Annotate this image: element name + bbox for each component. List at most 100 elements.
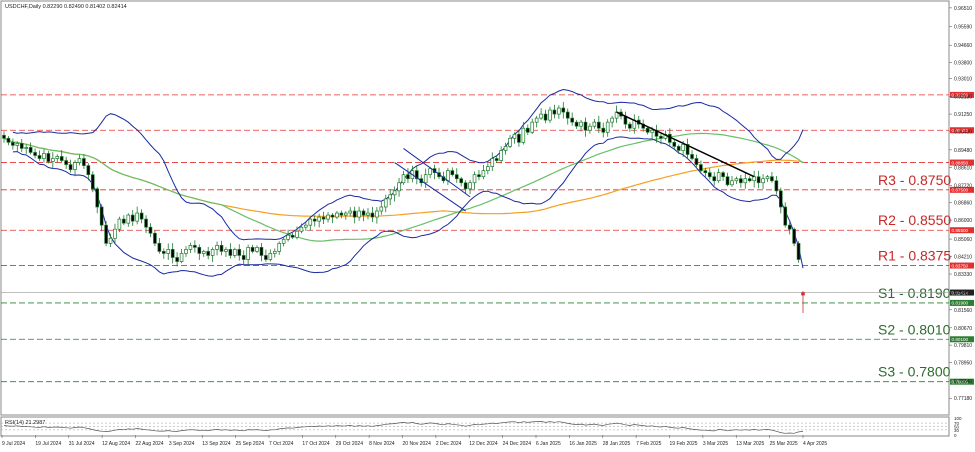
candle-body xyxy=(277,242,282,252)
candle-body xyxy=(694,158,699,165)
candle-body xyxy=(197,247,202,254)
candle-body xyxy=(135,212,139,222)
level-tag xyxy=(950,262,974,269)
candle-body xyxy=(73,162,77,170)
y-tick-label: 0.78950 xyxy=(954,361,972,367)
candle-body xyxy=(264,255,268,260)
candle-body xyxy=(774,180,779,192)
rsi-line xyxy=(3,421,804,434)
level-tag-label: 0.92200 xyxy=(952,93,969,98)
candle-body xyxy=(188,245,193,250)
candle-body xyxy=(299,226,304,232)
candle-body xyxy=(19,143,24,149)
x-tick-label: 29 Oct 2024 xyxy=(336,441,363,447)
x-tick-label: 2 Dec 2024 xyxy=(436,441,462,447)
candle-body xyxy=(415,170,419,180)
candle-body xyxy=(783,206,788,226)
candle-body xyxy=(37,155,42,159)
level-tag-label: 0.88850 xyxy=(952,160,969,165)
candle-body xyxy=(454,174,459,180)
candle-body xyxy=(290,234,295,238)
candle-body xyxy=(104,224,108,244)
candle-body xyxy=(543,113,548,121)
level-caption: S3 - 0.7800 xyxy=(878,364,951,380)
candle-body xyxy=(42,153,46,159)
candle-body xyxy=(472,174,477,184)
candle-body xyxy=(344,212,348,216)
candle-body xyxy=(379,206,384,212)
x-tick-label: 16 Jan 2025 xyxy=(569,441,597,447)
candle-body xyxy=(552,109,557,115)
candle-body xyxy=(699,164,703,171)
candle-body xyxy=(95,188,100,208)
candle-body xyxy=(672,142,677,147)
symbol-ohlc-label: USDCHF,Daily 0.82290 0.82490 0.81402 0.8… xyxy=(5,4,127,10)
bollinger-lower-band xyxy=(12,136,804,277)
x-tick-label: 4 Apr 2025 xyxy=(803,441,827,447)
candle-body xyxy=(752,176,756,182)
y-tick-label: 0.86000 xyxy=(954,218,972,224)
candles-layer xyxy=(2,101,805,313)
candle-body xyxy=(55,156,60,159)
candle-body xyxy=(122,218,126,224)
candle-body xyxy=(175,257,179,262)
candle-body xyxy=(228,249,233,256)
candle-body xyxy=(237,249,242,256)
y-tick-label: 0.93800 xyxy=(954,61,972,67)
candle-body xyxy=(46,153,51,162)
candle-body xyxy=(375,210,379,218)
candle-body xyxy=(397,182,401,192)
x-tick-label: 7 Feb 2025 xyxy=(636,441,662,447)
y-tick-label: 0.83330 xyxy=(954,272,972,278)
x-tick-label: 28 Jan 2025 xyxy=(603,441,631,447)
candle-body xyxy=(330,214,335,218)
candle-body xyxy=(468,182,472,190)
candle-body xyxy=(725,176,730,186)
candle-body xyxy=(82,158,86,166)
candle-body xyxy=(108,237,113,244)
candle-body xyxy=(676,146,681,151)
y-tick-label: 0.85060 xyxy=(954,237,972,243)
level-tag-label: 0.80100 xyxy=(952,337,969,342)
candle-body xyxy=(326,214,330,220)
candle-body xyxy=(201,251,206,254)
y-tick-label: 0.77180 xyxy=(954,396,972,402)
candle-body xyxy=(366,212,370,216)
candle-body xyxy=(588,125,592,131)
candle-body xyxy=(90,174,95,190)
candle-body xyxy=(11,142,15,146)
candle-body xyxy=(401,174,406,184)
candle-body xyxy=(761,178,765,184)
level-tag xyxy=(950,378,974,385)
candle-body xyxy=(690,154,694,159)
y-tick-label: 0.80670 xyxy=(954,326,972,332)
candle-body xyxy=(388,194,392,200)
candle-body xyxy=(286,234,290,240)
rsi-tick-label: 100 xyxy=(954,416,962,421)
channel-line-lower xyxy=(394,162,466,212)
candle-body xyxy=(224,249,228,252)
candle-body xyxy=(215,245,219,250)
x-tick-label: 25 Sep 2024 xyxy=(236,441,265,447)
candle-body xyxy=(743,178,748,184)
candle-body xyxy=(579,121,583,127)
candle-body xyxy=(370,212,375,218)
candle-body xyxy=(570,117,574,123)
candle-body xyxy=(712,176,717,182)
candle-body xyxy=(33,152,37,156)
candle-body xyxy=(716,172,721,182)
candle-body xyxy=(312,218,317,222)
candle-body xyxy=(730,180,734,186)
candle-body xyxy=(707,172,712,178)
candle-body xyxy=(494,158,499,161)
level-caption: S1 - 0.8190 xyxy=(878,285,951,301)
candle-body xyxy=(530,121,535,133)
x-tick-label: 19 Jul 2024 xyxy=(35,441,61,447)
candle-body xyxy=(392,190,397,196)
candle-body xyxy=(304,224,308,228)
y-tick-label: 0.90400 xyxy=(954,129,972,135)
level-tag-label: 0.83750 xyxy=(952,263,969,268)
candle-body xyxy=(272,251,277,254)
current-price-tag xyxy=(950,289,974,296)
